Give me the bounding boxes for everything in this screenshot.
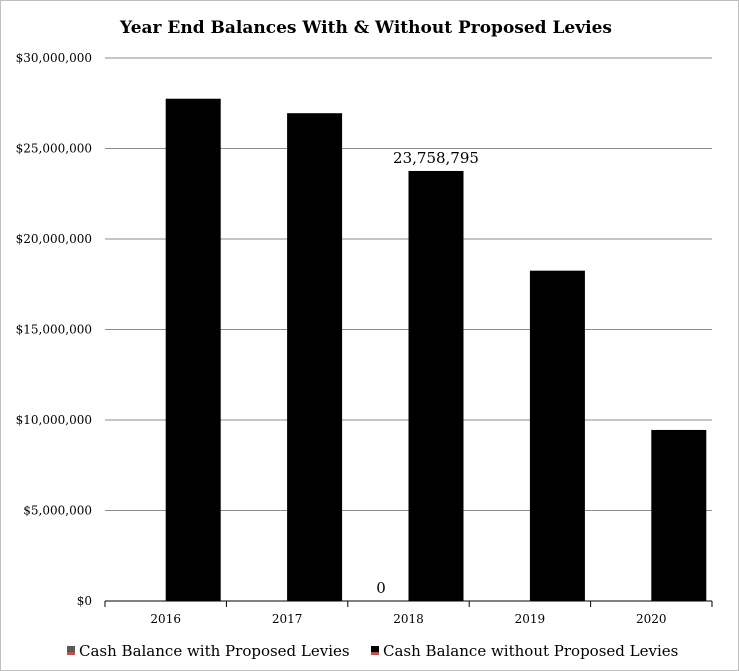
legend-swatch: [67, 646, 75, 655]
x-tick-label: 2019: [515, 612, 546, 626]
y-tick-label: $15,000,000: [16, 323, 92, 337]
bar-series2-2017: [287, 113, 343, 601]
y-axis-ticks: $0 $5,000,000 $10,000,000 $15,000,000 $20,00…: [16, 51, 92, 608]
legend-swatch-accent: [67, 652, 75, 655]
y-tick-label: $10,000,000: [16, 413, 92, 427]
chart-title: Year End Balances With & Without Propose…: [119, 18, 612, 38]
legend-label: Cash Balance without Proposed Levies: [383, 642, 678, 660]
x-tick-label: 2017: [272, 612, 303, 626]
y-tick-label: $5,000,000: [23, 504, 92, 518]
y-tick-label: $20,000,000: [16, 232, 92, 246]
bars: [165, 98, 707, 601]
legend-swatch: [371, 646, 379, 655]
legend-swatch-accent: [371, 652, 379, 655]
x-tick-label: 2016: [150, 612, 181, 626]
bar-series2-2019: [529, 270, 585, 601]
legend-item-2: Cash Balance without Proposed Levies: [371, 642, 678, 660]
x-tick-label: 2018: [393, 612, 424, 626]
data-labels: 0 23,758,795: [376, 149, 479, 597]
bar-series2-2018: [408, 170, 464, 601]
data-label: 23,758,795: [393, 149, 479, 167]
y-tick-label: $0: [77, 594, 92, 608]
legend: Cash Balance with Proposed Levies Cash Ba…: [67, 642, 678, 660]
bar-series2-2020: [651, 429, 707, 601]
y-tick-label: $25,000,000: [16, 142, 92, 156]
x-axis-ticks: 2016 2017 2018 2019 2020: [150, 612, 666, 626]
x-tick-label: 2020: [636, 612, 667, 626]
bar-series2-2016: [165, 98, 221, 601]
legend-label: Cash Balance with Proposed Levies: [79, 642, 350, 660]
y-tick-label: $30,000,000: [16, 51, 92, 65]
data-label: 0: [376, 579, 386, 597]
legend-item-1: Cash Balance with Proposed Levies: [67, 642, 350, 660]
